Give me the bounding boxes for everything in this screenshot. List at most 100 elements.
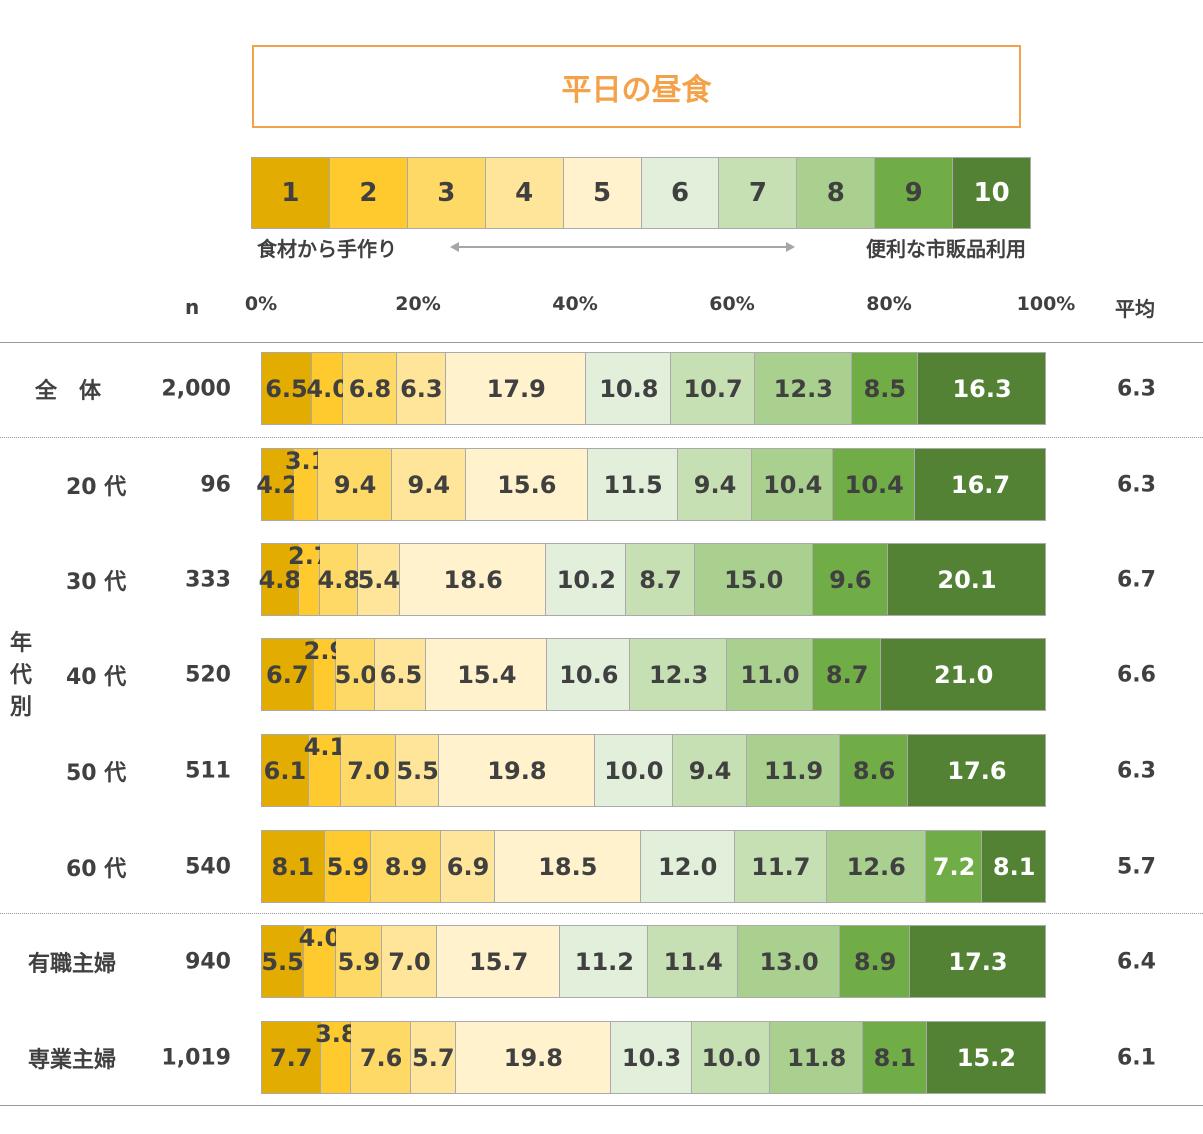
bar-segment-6	[588, 448, 679, 521]
data-label: 9.6	[829, 566, 872, 594]
bar-segment-10	[907, 734, 1046, 807]
data-label: 5.9	[326, 853, 370, 881]
data-label: 8.9	[853, 948, 897, 976]
data-label: 4.8	[317, 566, 361, 594]
scale-item-10: 10	[953, 158, 1031, 228]
data-label: 8.5	[863, 375, 907, 403]
data-label: 19.8	[487, 757, 547, 785]
bar-segment-7	[630, 638, 727, 711]
scale-item-6: 6	[641, 158, 720, 228]
data-label: 12.0	[658, 853, 718, 881]
scale-item-1: 1	[252, 158, 330, 228]
bar-segment-5	[400, 543, 547, 616]
row-label: 専業主婦	[28, 1048, 117, 1073]
x-tick-label: 80%	[866, 293, 912, 315]
scale-item-3: 3	[407, 158, 486, 228]
data-label: 15.7	[469, 948, 529, 976]
divider	[0, 437, 1203, 438]
bar-segment-4	[440, 830, 496, 903]
bar-segment-3	[318, 448, 392, 521]
x-tick-label: 40%	[552, 293, 598, 315]
data-label: 5.4	[357, 566, 401, 594]
bar-segment-5	[439, 734, 595, 807]
bar-segment-7	[626, 543, 695, 616]
data-label: 8.7	[825, 661, 869, 689]
data-label: 16.7	[950, 471, 1011, 499]
chart-title: 平日の昼食	[252, 45, 1021, 128]
bar-segment-5	[446, 352, 587, 425]
bar-segment-9	[840, 925, 911, 998]
data-label: 21.0	[934, 661, 994, 689]
bar-segment-4	[391, 448, 466, 521]
row-avg: 6.7	[1117, 567, 1156, 593]
bar-segment-9	[833, 448, 916, 521]
row-avg: 6.6	[1117, 662, 1156, 688]
data-label: 20.1	[937, 566, 997, 594]
bar-segment-7	[648, 925, 738, 998]
row-n: 96	[200, 472, 231, 498]
data-label: 4.0	[306, 375, 349, 403]
bar-segment-10	[910, 925, 1046, 998]
bar-segment-2	[304, 925, 336, 998]
bar-segment-6	[560, 925, 649, 998]
row-avg: 6.3	[1117, 758, 1156, 784]
bar-segment-10	[888, 543, 1046, 616]
bar-segment-2	[321, 1021, 352, 1094]
data-label: 9.4	[693, 471, 737, 499]
row-n: 1,019	[161, 1045, 231, 1071]
bar-segment-1	[261, 830, 325, 903]
data-label: 7.7	[269, 1044, 313, 1072]
bar-segment-8	[746, 734, 841, 807]
divider	[0, 342, 1203, 343]
data-label: 10.0	[604, 757, 664, 785]
bar-segment-9	[863, 1021, 927, 1094]
x-tick-label: 100%	[1016, 293, 1076, 315]
bar-segment-4	[357, 543, 401, 616]
data-label: 10.0	[701, 1044, 761, 1072]
data-label: 12.3	[648, 661, 709, 689]
scale-item-2: 2	[329, 158, 408, 228]
row-avg: 6.1	[1117, 1045, 1156, 1071]
bar-segment-2	[293, 448, 319, 521]
bar-segment-10	[982, 830, 1046, 903]
bar-segment-2	[311, 352, 344, 425]
bar-segment-5	[495, 830, 641, 903]
data-label: 11.2	[574, 948, 634, 976]
row-avg: 6.3	[1117, 376, 1156, 402]
bar-segment-10	[926, 1021, 1046, 1094]
scale-item-5: 5	[563, 158, 642, 228]
bar-segment-8	[770, 1021, 864, 1094]
data-label: 6.3	[400, 375, 443, 403]
data-label: 11.7	[751, 853, 811, 881]
data-label: 7.0	[388, 948, 431, 976]
bar-segment-7	[691, 1021, 771, 1094]
bar-segment-3	[341, 734, 396, 807]
scale-right-label: 便利な市販品利用	[866, 237, 1026, 261]
data-label: 18.5	[538, 853, 598, 881]
bar-segment-8	[755, 352, 852, 425]
data-label: 10.3	[621, 1044, 682, 1072]
bar-segment-10	[918, 352, 1046, 425]
row-avg: 5.7	[1117, 854, 1156, 880]
data-label: 13.0	[759, 948, 819, 976]
data-label: 10.4	[763, 471, 823, 499]
data-label: 9.4	[407, 471, 451, 499]
data-label: 15.0	[724, 566, 784, 594]
data-label: 8.1	[873, 1044, 917, 1072]
data-label: 3.8	[315, 1020, 358, 1048]
data-label: 5.9	[337, 948, 381, 976]
bar-segment-1	[261, 1021, 322, 1094]
bar-segment-3	[343, 352, 397, 425]
data-label: 4.0	[298, 924, 342, 952]
row-n: 2,000	[161, 376, 231, 402]
data-label: 5.0	[334, 661, 378, 689]
bar-segment-7	[678, 448, 752, 521]
bar-segment-9	[813, 638, 882, 711]
bar-segment-8	[751, 448, 834, 521]
row-label: 40 代	[66, 665, 127, 690]
scale-item-9: 9	[875, 158, 954, 228]
data-label: 10.2	[556, 566, 616, 594]
row-label: 50 代	[66, 761, 127, 786]
bar-segment-8	[737, 925, 841, 998]
